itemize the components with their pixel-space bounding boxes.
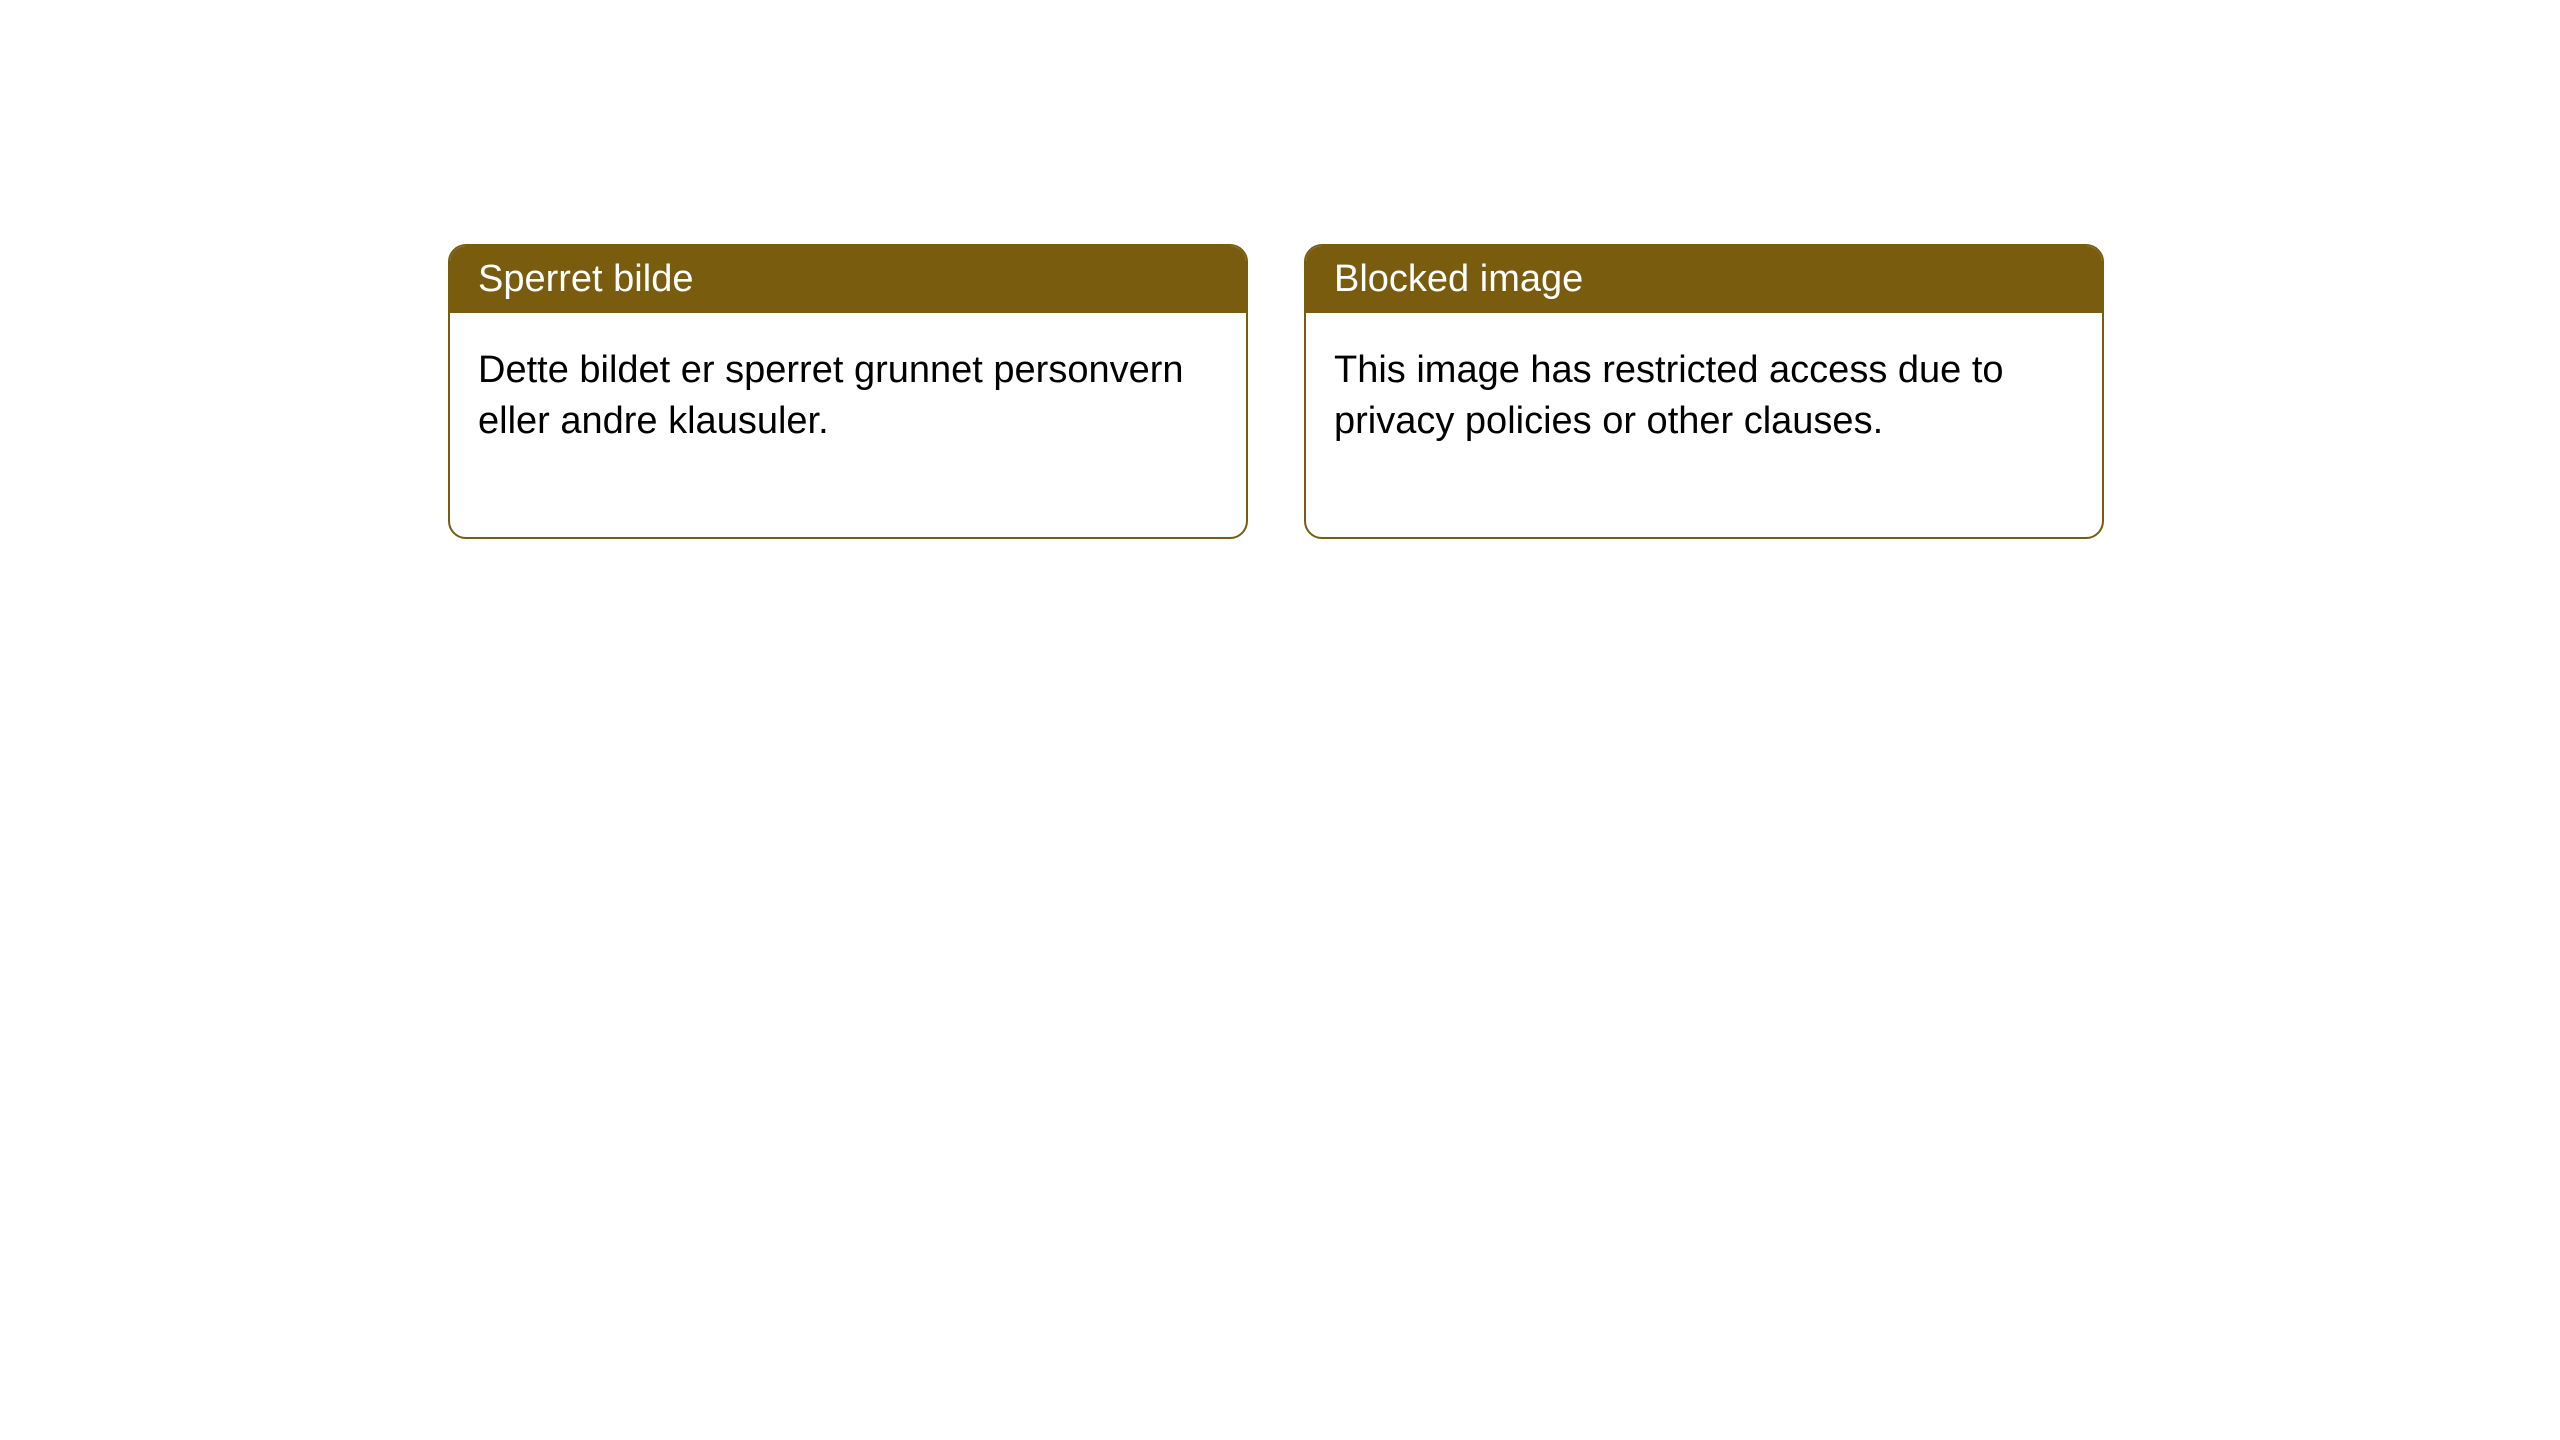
card-message: Dette bildet er sperret grunnet personve… bbox=[478, 349, 1184, 442]
notice-cards-container: Sperret bilde Dette bildet er sperret gr… bbox=[448, 244, 2560, 539]
card-body: Dette bildet er sperret grunnet personve… bbox=[450, 313, 1246, 537]
notice-card-norwegian: Sperret bilde Dette bildet er sperret gr… bbox=[448, 244, 1248, 539]
card-title: Sperret bilde bbox=[478, 258, 693, 300]
notice-card-english: Blocked image This image has restricted … bbox=[1304, 244, 2104, 539]
card-header: Blocked image bbox=[1306, 246, 2102, 313]
card-message: This image has restricted access due to … bbox=[1334, 349, 2004, 442]
card-body: This image has restricted access due to … bbox=[1306, 313, 2102, 537]
card-header: Sperret bilde bbox=[450, 246, 1246, 313]
card-title: Blocked image bbox=[1334, 258, 1583, 300]
